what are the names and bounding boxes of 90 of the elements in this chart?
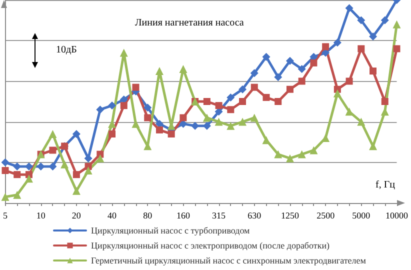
point bbox=[333, 38, 342, 47]
legend-label: Герметичный циркуляционный насос с синхронным электродвигателем bbox=[91, 256, 366, 266]
point bbox=[24, 174, 33, 183]
point bbox=[298, 78, 306, 85]
point bbox=[1, 192, 10, 201]
point bbox=[214, 118, 223, 126]
x-tick-label: 1250 bbox=[280, 210, 300, 220]
point bbox=[108, 102, 116, 110]
x-tick-label: 160 bbox=[176, 210, 190, 220]
x-tick-label: 2500 bbox=[316, 210, 336, 220]
point bbox=[155, 67, 164, 76]
point bbox=[203, 98, 210, 105]
point bbox=[48, 130, 57, 138]
point bbox=[345, 4, 354, 12]
point bbox=[2, 167, 9, 174]
point bbox=[84, 166, 92, 175]
point bbox=[358, 45, 365, 52]
point bbox=[227, 106, 234, 114]
point bbox=[215, 102, 222, 110]
point bbox=[357, 118, 366, 126]
point bbox=[369, 142, 378, 150]
point bbox=[286, 154, 294, 162]
point bbox=[108, 130, 116, 138]
annotation: 10дБ bbox=[56, 44, 78, 56]
point bbox=[72, 171, 80, 178]
point bbox=[96, 106, 104, 114]
x-tick-label: 630 bbox=[248, 210, 262, 220]
point bbox=[346, 78, 353, 85]
point bbox=[274, 73, 282, 82]
point bbox=[274, 150, 282, 158]
point bbox=[144, 114, 152, 122]
x-axis-title: f, Гц bbox=[376, 180, 396, 190]
point bbox=[250, 114, 258, 122]
point bbox=[13, 190, 22, 199]
point bbox=[72, 130, 80, 138]
point bbox=[333, 89, 342, 98]
point bbox=[49, 146, 56, 154]
point bbox=[180, 114, 187, 122]
point bbox=[322, 134, 330, 142]
point bbox=[238, 85, 247, 94]
point bbox=[250, 69, 258, 78]
point bbox=[345, 108, 354, 116]
point bbox=[226, 122, 235, 130]
point bbox=[238, 118, 247, 126]
point bbox=[168, 130, 175, 138]
point bbox=[369, 32, 378, 41]
point bbox=[156, 126, 163, 134]
x-tick-label: 5000 bbox=[352, 210, 371, 220]
point bbox=[72, 186, 80, 195]
point bbox=[262, 52, 270, 61]
point bbox=[48, 162, 57, 170]
point bbox=[202, 114, 211, 122]
point bbox=[250, 84, 258, 91]
point bbox=[262, 94, 270, 101]
point bbox=[370, 68, 377, 75]
point bbox=[144, 104, 152, 112]
point bbox=[286, 86, 294, 93]
point bbox=[310, 146, 318, 154]
point bbox=[120, 95, 128, 104]
point bbox=[392, 20, 401, 28]
point bbox=[226, 93, 235, 102]
point bbox=[274, 98, 282, 105]
point bbox=[381, 98, 388, 105]
point bbox=[120, 102, 128, 110]
text: Линия нагнетания насоса bbox=[135, 18, 244, 28]
x-tick-label: 20 bbox=[72, 210, 82, 220]
point bbox=[393, 45, 400, 52]
point bbox=[120, 48, 128, 57]
x-tick-label: 315 bbox=[212, 210, 226, 220]
x-tick-label: 10 bbox=[36, 210, 46, 220]
legend-label: Циркуляционный насос с электроприводом (после доработки) bbox=[91, 240, 330, 250]
point bbox=[1, 158, 10, 166]
point bbox=[298, 150, 306, 158]
point bbox=[298, 65, 306, 74]
point bbox=[179, 65, 188, 74]
point bbox=[322, 43, 330, 50]
point bbox=[357, 16, 366, 24]
point bbox=[14, 171, 21, 178]
point bbox=[262, 136, 270, 144]
point bbox=[286, 56, 294, 65]
x-tick-label: 40 bbox=[108, 210, 118, 220]
point bbox=[132, 84, 140, 91]
x-tick-label: 5 bbox=[3, 210, 8, 220]
x-tick-label: 80 bbox=[143, 210, 153, 220]
x-tick-label: 10000 bbox=[386, 210, 408, 220]
point bbox=[310, 59, 318, 66]
point bbox=[239, 98, 246, 105]
point bbox=[60, 160, 69, 168]
legend-label: Циркуляционный насос с турбоприводом bbox=[91, 226, 250, 236]
point bbox=[380, 16, 389, 24]
